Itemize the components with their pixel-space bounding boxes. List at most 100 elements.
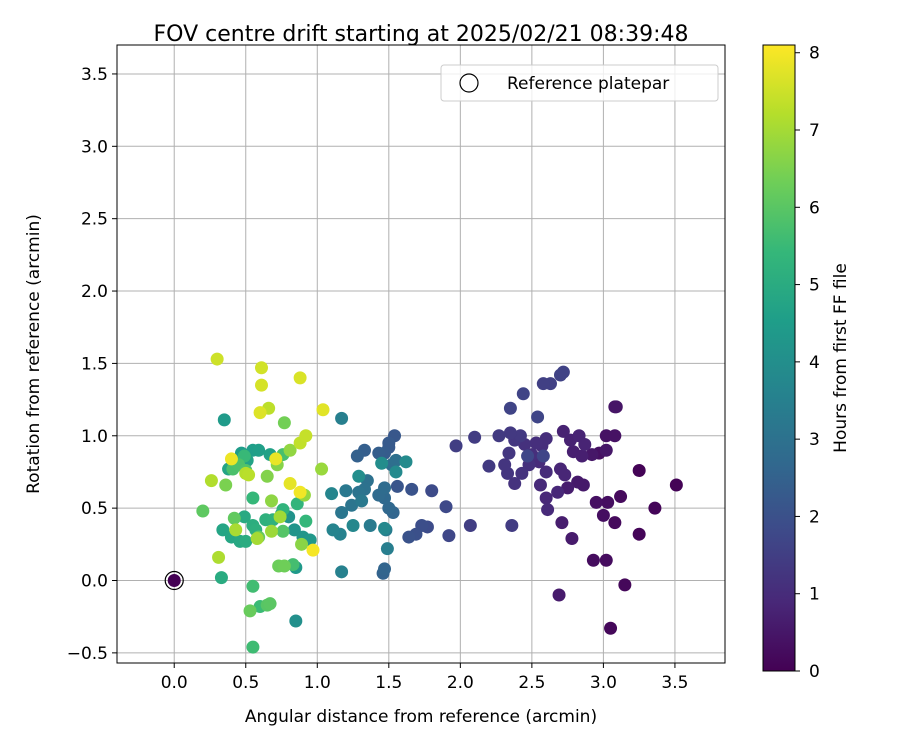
data-point-56	[468, 430, 482, 444]
data-point-140	[290, 497, 304, 511]
data-point-170	[265, 524, 279, 538]
data-point-71	[425, 484, 439, 498]
data-point-177	[242, 468, 256, 482]
data-point-180	[299, 429, 313, 443]
legend-box	[440, 64, 719, 102]
data-point-0	[669, 478, 683, 492]
y-tick-label-4: 1.5	[81, 354, 108, 374]
data-point-75	[402, 530, 416, 544]
x-tick-label-6: 3.0	[590, 673, 617, 693]
data-point-25	[561, 481, 575, 495]
data-point-104	[335, 411, 349, 425]
data-point-49	[498, 458, 512, 472]
y-tick-label-8: 3.5	[81, 65, 108, 85]
data-point-186	[316, 403, 330, 417]
data-point-84	[350, 449, 364, 463]
y-tick-label-0: −0.5	[67, 644, 108, 664]
data-point-19	[585, 448, 599, 462]
x-tick-label-7: 3.5	[661, 673, 688, 693]
data-point-57	[505, 519, 519, 533]
data-point-156	[227, 511, 241, 525]
colorbar-tick-label-6: 6	[809, 198, 820, 218]
data-point-67	[536, 449, 550, 463]
colorbar-gradient	[762, 44, 796, 672]
data-point-122	[217, 413, 231, 427]
data-point-47	[508, 477, 522, 491]
data-point-11	[601, 495, 615, 509]
data-point-18	[599, 443, 613, 457]
data-point-101	[363, 519, 377, 533]
legend-entry-reference-platepar: Reference platepar	[507, 74, 669, 94]
data-point-70	[439, 500, 453, 514]
data-point-59	[449, 439, 463, 453]
data-point-169	[315, 462, 329, 476]
data-point-53	[503, 426, 517, 440]
data-point-187	[283, 477, 297, 491]
data-point-21	[571, 475, 585, 489]
data-point-46	[515, 466, 529, 480]
data-point-65	[503, 401, 517, 415]
data-point-191	[306, 543, 320, 557]
data-point-12	[589, 495, 603, 509]
data-point-64	[516, 387, 530, 401]
colorbar-tick-label-8: 8	[809, 44, 820, 64]
data-point-88	[382, 501, 396, 515]
data-point-100	[355, 494, 369, 508]
data-point-161	[277, 416, 291, 430]
data-point-158	[243, 604, 257, 618]
data-point-37	[533, 478, 547, 492]
data-point-98	[335, 505, 349, 519]
data-point-184	[293, 371, 307, 385]
data-point-36	[541, 503, 555, 517]
data-point-77	[390, 479, 404, 493]
data-point-181	[210, 352, 224, 366]
data-point-35	[539, 491, 553, 505]
data-point-24	[555, 516, 569, 530]
data-point-112	[399, 455, 413, 469]
data-point-166	[265, 494, 279, 508]
colorbar-tick-label-3: 3	[809, 430, 820, 450]
x-axis-label: Angular distance from reference (arcmin)	[245, 707, 597, 727]
data-point-69	[442, 529, 456, 543]
data-point-134	[239, 534, 253, 548]
data-point-80	[382, 436, 396, 450]
data-point-129	[216, 523, 230, 537]
data-point-1	[632, 464, 646, 478]
colorbar-ticks: 0 1 2 3 4 5 6 7 8	[795, 44, 820, 682]
legend: Reference platepar	[440, 64, 719, 102]
data-point-171	[273, 510, 287, 524]
data-point-152	[276, 524, 290, 538]
y-axis-ticks: −0.5 0.0 0.5 1.0 1.5 2.0 2.5 3.0 3.5	[67, 65, 117, 664]
colorbar-tick-label-2: 2	[809, 507, 820, 527]
data-points	[167, 352, 683, 654]
x-tick-label-3: 1.5	[375, 673, 402, 693]
data-point-183	[254, 378, 268, 392]
colorbar-tick-label-7: 7	[809, 121, 820, 141]
data-point-114	[352, 469, 366, 483]
x-tick-label-2: 1.0	[304, 673, 331, 693]
data-point-8	[599, 553, 613, 567]
data-point-146	[246, 579, 260, 593]
data-point-162	[219, 478, 233, 492]
data-point-76	[405, 482, 419, 496]
data-point-86	[378, 562, 392, 576]
y-tick-label-6: 2.5	[81, 210, 108, 230]
data-point-182	[254, 361, 268, 375]
x-tick-label-0: 0.0	[161, 673, 188, 693]
x-tick-label-1: 0.5	[232, 673, 259, 693]
data-point-43	[529, 436, 543, 450]
data-point-93	[389, 453, 403, 467]
data-point-160	[277, 559, 291, 573]
data-point-174	[212, 550, 226, 564]
y-tick-label-1: 0.0	[81, 572, 108, 592]
data-point-133	[214, 571, 228, 585]
plot-frame	[116, 44, 726, 664]
data-point-34	[551, 485, 565, 499]
data-point-105	[335, 565, 349, 579]
data-point-27	[575, 449, 589, 463]
data-point-115	[289, 614, 303, 628]
data-point-172	[250, 532, 264, 546]
y-tick-label-2: 0.5	[81, 499, 108, 519]
data-point-189	[224, 452, 238, 466]
data-point-165	[295, 537, 309, 551]
